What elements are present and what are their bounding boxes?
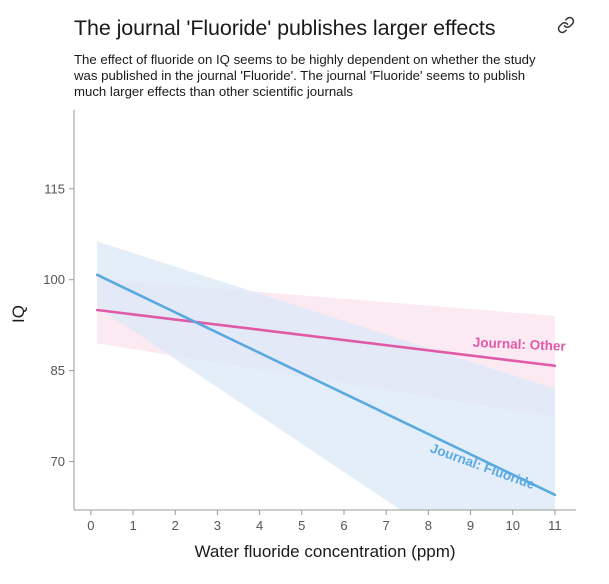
link-icon[interactable] bbox=[557, 16, 575, 34]
x-tick-label: 10 bbox=[505, 518, 519, 533]
y-tick-label: 85 bbox=[51, 363, 65, 378]
x-tick-label: 3 bbox=[214, 518, 221, 533]
chart-subtitle: The effect of fluoride on IQ seems to be… bbox=[74, 52, 536, 99]
x-tick-label: 2 bbox=[172, 518, 179, 533]
x-tick-label: 6 bbox=[340, 518, 347, 533]
series-line-journal-other bbox=[95, 308, 557, 368]
x-tick-label: 9 bbox=[467, 518, 474, 533]
x-tick-label: 11 bbox=[548, 518, 562, 533]
y-tick-label: 115 bbox=[44, 181, 65, 196]
y-tick-label: 70 bbox=[51, 454, 65, 469]
x-tick-label: 8 bbox=[425, 518, 432, 533]
series-label-journal-other: Journal: Other bbox=[472, 335, 566, 354]
chart-title: The journal 'Fluoride' publishes larger … bbox=[74, 16, 496, 40]
series-line-journal-fluoride bbox=[95, 273, 557, 497]
y-axis-label: IQ bbox=[9, 305, 28, 323]
x-tick-label: 7 bbox=[383, 518, 390, 533]
confidence-band-journal-fluoride bbox=[97, 241, 555, 510]
x-tick-label: 0 bbox=[87, 518, 94, 533]
x-tick-label: 5 bbox=[298, 518, 305, 533]
x-tick-label: 1 bbox=[129, 518, 136, 533]
x-axis-label: Water fluoride concentration (ppm) bbox=[194, 542, 455, 561]
y-tick-label: 100 bbox=[43, 272, 65, 287]
x-tick-label: 4 bbox=[256, 518, 263, 533]
